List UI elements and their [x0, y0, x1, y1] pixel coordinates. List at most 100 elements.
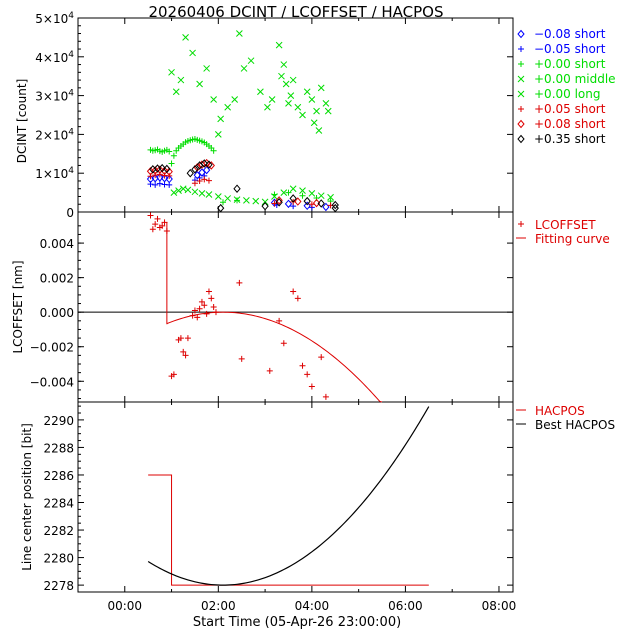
x-tick-label: 06:00 [388, 599, 423, 613]
dcint-point [271, 193, 278, 200]
x-tick-label: 04:00 [295, 599, 330, 613]
dcint-point [182, 34, 189, 41]
lcoffset-point [147, 212, 154, 219]
lcoffset-point [154, 215, 161, 222]
dcint-point [275, 198, 283, 207]
lcoffset-point [196, 305, 203, 312]
dcint-point [308, 96, 316, 103]
x-tick-label: 02:00 [201, 599, 236, 613]
dcint-point [175, 187, 182, 195]
y-tick-label: 2280 [43, 552, 74, 566]
dcint-point [264, 103, 271, 111]
lcoffset-point [170, 371, 177, 378]
dcint-point [210, 147, 217, 154]
lcoffset-point [184, 335, 191, 342]
dcint-point [275, 196, 283, 205]
dcint-point [168, 160, 175, 167]
dcint-point [234, 197, 241, 204]
best-hacpos-curve [147, 406, 430, 586]
legend-entry: −0.08 short [534, 27, 606, 41]
lcoffset-point [290, 288, 297, 295]
dcint-point [233, 184, 241, 193]
dcint-point [299, 192, 306, 199]
dcint-point [257, 88, 264, 96]
lcoffset-point [208, 295, 215, 302]
legend-entry: +0.35 short [534, 132, 606, 146]
dcint-point [312, 198, 321, 208]
dcint-point [158, 163, 166, 173]
legend-entry: −0.05 short [534, 42, 606, 56]
y-tick-label: −0.002 [30, 341, 74, 355]
dcint-point [147, 181, 154, 188]
dcint-point [168, 68, 175, 76]
x-tick-label: 00:00 [107, 599, 142, 613]
dcint-point [308, 201, 315, 208]
y-tick-label: 0.002 [40, 272, 74, 286]
dcint-point [210, 96, 217, 103]
dcint-point [217, 115, 225, 123]
legend-entry: Best HACPOS [535, 418, 615, 432]
lcoffset-point [201, 302, 208, 309]
dcint-point [224, 103, 232, 111]
dcint-point [220, 199, 226, 206]
y-tick-label: 2278 [43, 579, 74, 593]
dcint-point [271, 200, 278, 207]
dcint-point [317, 84, 325, 92]
dcint-point [280, 61, 288, 68]
y-tick-label: 3×104 [35, 89, 74, 104]
dcint-point [156, 171, 163, 178]
text-layer: 00:00 02:00 04:00 06:00 08:00 0 1×104 2×104 3×10… [11, 11, 616, 613]
legend-marker [518, 46, 524, 52]
lcoffset-point [205, 288, 212, 295]
y-tick-label: −0.004 [30, 375, 74, 389]
lcoffset-point [159, 222, 166, 229]
dcint-series-0 [146, 165, 330, 212]
y-tick-label: 2282 [43, 524, 74, 538]
y-tick-label: 2×104 [35, 127, 74, 142]
legend-marker [518, 61, 524, 67]
dcint-point [156, 180, 163, 187]
chart-title: 20260406 DCINT / LCOFFSET / HACPOS [148, 3, 443, 21]
x-tick-label: 08:00 [482, 599, 517, 613]
dcint-point [289, 76, 297, 84]
data-layer [78, 30, 513, 586]
dcint-point [189, 49, 196, 57]
dcint-point [198, 190, 206, 197]
lcoffset-point [210, 304, 217, 310]
dcint-point [191, 180, 198, 187]
y-tick-label: 0 [66, 206, 74, 220]
dcint-point [217, 203, 225, 213]
dcint-point [172, 88, 180, 96]
dcint-point [278, 72, 285, 80]
panel-frames [77, 17, 514, 593]
dcint-series-1 [147, 172, 315, 211]
dcint-point [170, 189, 178, 196]
dcint-series-2 [147, 136, 334, 206]
dcint-point [289, 194, 297, 203]
dcint-point [275, 41, 283, 49]
dcint-point [299, 187, 306, 195]
legend-marker [517, 134, 525, 144]
legend-entry: +0.00 long [534, 87, 601, 101]
y-tick-label: 2284 [43, 497, 74, 511]
dcint-point [207, 161, 215, 170]
dcint-point [268, 96, 276, 103]
dcint-point [156, 165, 164, 174]
dcint-point [299, 111, 306, 119]
dcint-point [261, 201, 269, 211]
dcint-point [163, 164, 171, 174]
dcint-point [317, 199, 325, 208]
dcint-point [285, 189, 292, 196]
dcint-point [191, 165, 199, 174]
dcint-point [165, 167, 173, 176]
dcint-point [214, 193, 222, 200]
lcoffset-point [294, 295, 301, 302]
dcint-series-4 [170, 185, 334, 206]
y-tick-label: 0.004 [40, 237, 74, 251]
dcint-point [315, 127, 323, 134]
lcoffset-point [182, 352, 189, 359]
y-tick-label: 0.000 [40, 306, 74, 320]
dcint-point [205, 177, 212, 184]
dcint-point [327, 193, 334, 201]
